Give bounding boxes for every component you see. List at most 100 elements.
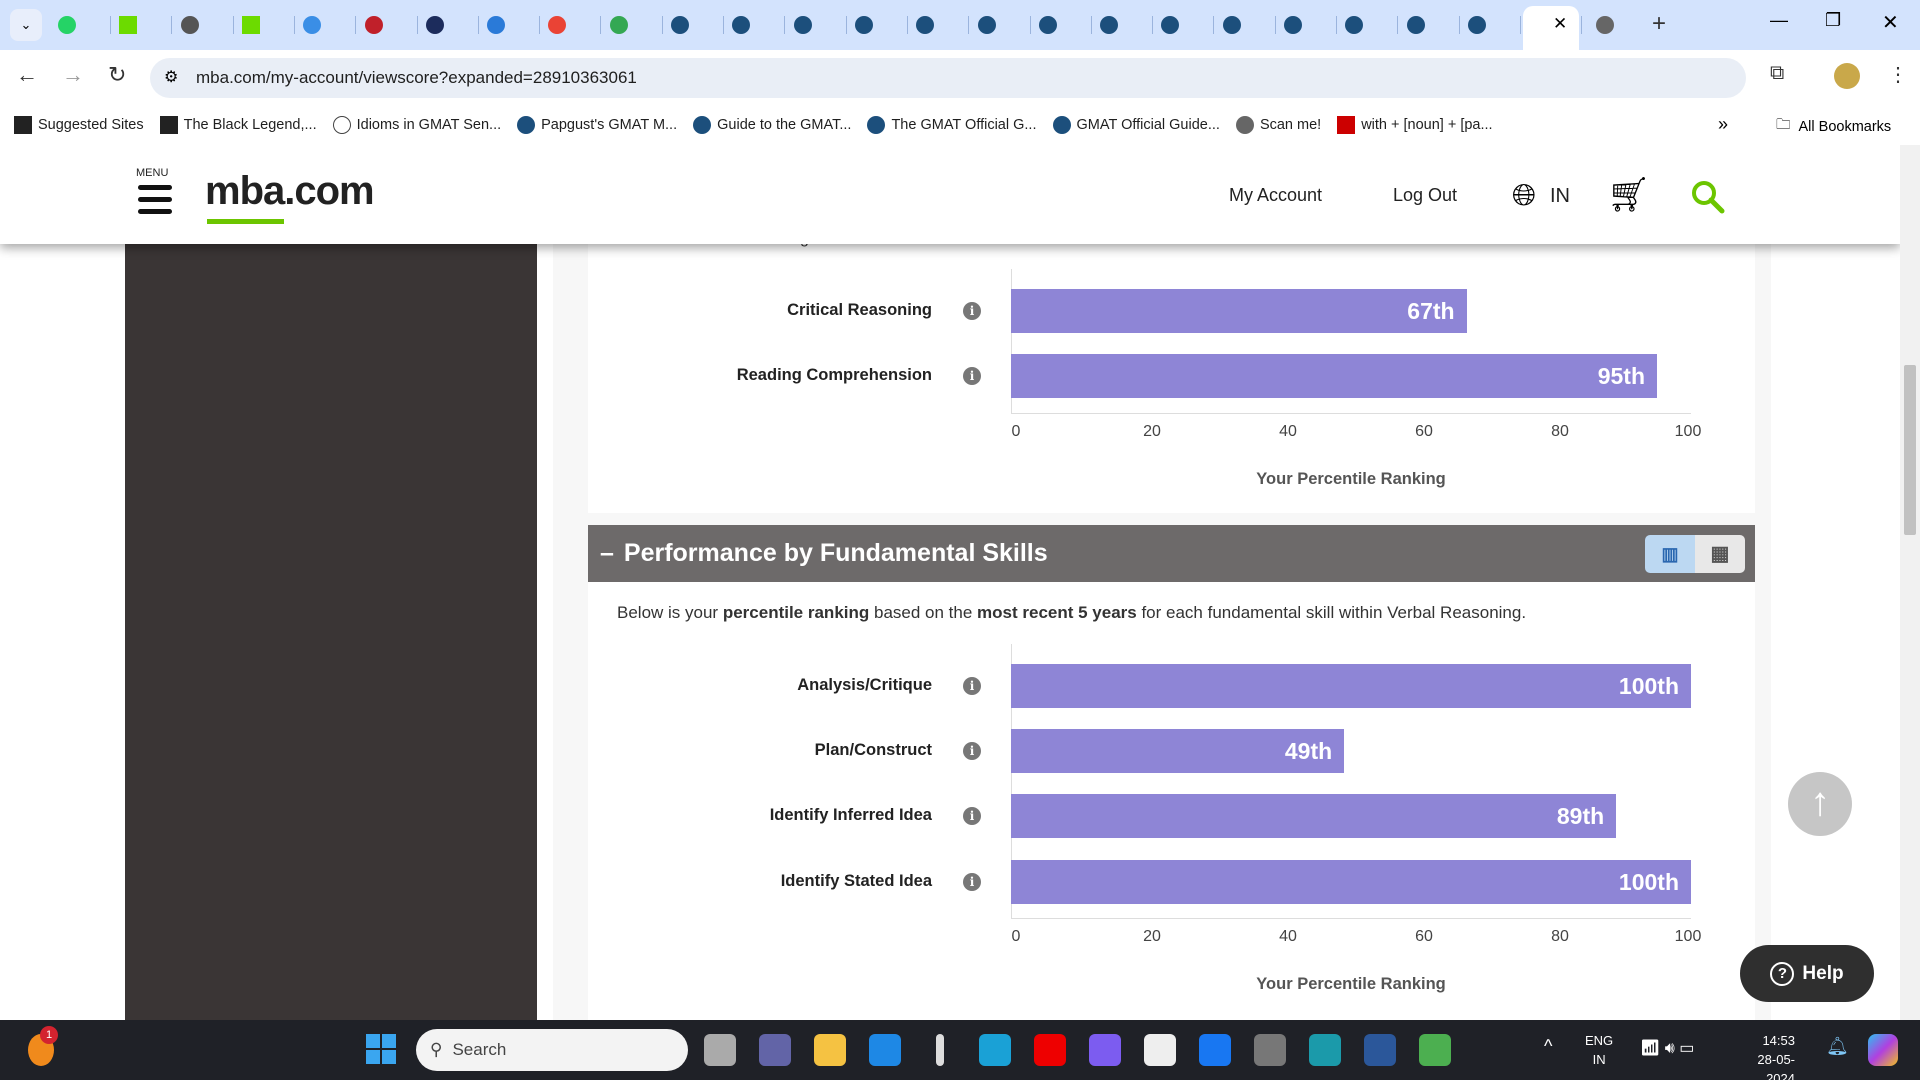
language-indicator[interactable]: ENG IN	[1585, 1033, 1614, 1067]
mail-taskbar-icon[interactable]	[869, 1034, 901, 1066]
word-taskbar-icon[interactable]	[1364, 1034, 1396, 1066]
app-taskbar-icon[interactable]	[936, 1034, 944, 1066]
mba-logo[interactable]: mba.com	[205, 169, 375, 224]
facebook-taskbar-icon[interactable]	[1199, 1034, 1231, 1066]
browser-tab[interactable]	[119, 12, 138, 38]
browser-tab[interactable]	[671, 12, 689, 38]
percentile-bar[interactable]: 89th	[1011, 794, 1617, 838]
reload-button[interactable]: ↻	[108, 62, 127, 87]
info-icon[interactable]: i	[963, 873, 981, 891]
copilot-icon[interactable]	[1868, 1034, 1898, 1066]
browser-tab[interactable]	[1038, 12, 1057, 38]
browser-tab[interactable]	[364, 12, 383, 38]
percentile-bar[interactable]: 49th	[1011, 729, 1345, 773]
scrollbar-thumb[interactable]	[1904, 365, 1916, 535]
browser-tab[interactable]	[180, 12, 199, 38]
browser-tab[interactable]	[241, 12, 260, 38]
bookmark-item[interactable]: with + [noun] + [pa...	[1337, 116, 1493, 134]
start-button[interactable]	[366, 1034, 396, 1064]
browser-tab[interactable]	[793, 12, 812, 38]
browser-tab[interactable]	[58, 12, 76, 38]
chrome-taskbar-icon[interactable]	[1419, 1034, 1451, 1066]
browser-tab[interactable]	[1467, 12, 1486, 38]
region-selector[interactable]: IN	[1550, 185, 1570, 207]
browser-tab[interactable]	[487, 12, 506, 38]
table-view-button[interactable]: ▦	[1695, 535, 1745, 573]
hamburger-menu-icon[interactable]	[138, 185, 172, 214]
bookmarks-overflow[interactable]: »	[1718, 114, 1729, 134]
scrollbar[interactable]	[1900, 145, 1920, 1020]
cart-icon[interactable]: 🛒︎	[1607, 176, 1651, 214]
scroll-to-top-button[interactable]: ↑	[1788, 772, 1852, 836]
browser-tab[interactable]	[1100, 12, 1119, 38]
percentile-bar[interactable]: 67th	[1011, 289, 1467, 333]
browser-tab[interactable]	[1222, 12, 1241, 38]
browser-tab[interactable]	[1406, 12, 1425, 38]
url-text[interactable]: mba.com/my-account/viewscore?expanded=28…	[196, 68, 637, 87]
percentile-bar[interactable]: 100th	[1011, 664, 1691, 708]
restore-button[interactable]: ❐	[1825, 10, 1842, 30]
my-account-link[interactable]: My Account	[1229, 185, 1323, 205]
youtube-taskbar-icon[interactable]	[1034, 1034, 1066, 1066]
info-icon[interactable]: i	[963, 302, 981, 320]
bookmark-item[interactable]: Papgust's GMAT M...	[517, 116, 677, 134]
file-explorer-stack-taskbar-icon[interactable]	[704, 1034, 736, 1066]
all-bookmarks[interactable]: 🗀 All Bookmarks	[1776, 114, 1891, 139]
app2-taskbar-icon[interactable]	[1089, 1034, 1121, 1066]
percentile-bar[interactable]: 95th	[1011, 354, 1657, 398]
browser-tab[interactable]	[303, 12, 322, 38]
address-bar[interactable]: ⚙ mba.com/my-account/viewscore?expanded=…	[150, 58, 1746, 98]
browser-tab[interactable]	[548, 12, 567, 38]
browser-tab[interactable]	[425, 12, 444, 38]
browser-tab[interactable]	[1596, 12, 1614, 38]
bookmark-item[interactable]: Scan me!	[1235, 116, 1321, 134]
site-info-icon[interactable]: ⚙	[164, 69, 179, 86]
collapse-icon[interactable]: –	[600, 539, 614, 567]
section-header[interactable]: – Performance by Fundamental Skills ▥ ▦	[588, 525, 1755, 582]
tab-search-button[interactable]: ⌄	[10, 9, 42, 41]
info-icon[interactable]: i	[963, 807, 981, 825]
store-taskbar-icon[interactable]	[1144, 1034, 1176, 1066]
browser-tab[interactable]	[1284, 12, 1302, 38]
bookmark-item[interactable]: The GMAT Official G...	[867, 116, 1037, 134]
close-tab-icon[interactable]: ✕	[1553, 14, 1568, 33]
browser-tab[interactable]	[1161, 12, 1180, 38]
browser-tab[interactable]	[854, 12, 873, 38]
close-window-button[interactable]: ✕	[1882, 12, 1899, 34]
browser-tab[interactable]	[732, 12, 751, 38]
percentile-bar[interactable]: 100th	[1011, 860, 1691, 904]
file-explorer-taskbar-icon[interactable]	[814, 1034, 846, 1066]
bookmark-item[interactable]: GMAT Official Guide...	[1052, 116, 1220, 134]
clock[interactable]: 14:53 28-05-2024	[1757, 1033, 1795, 1086]
edge-taskbar-icon[interactable]	[979, 1034, 1011, 1066]
log-out-link[interactable]: Log Out	[1393, 185, 1458, 205]
browser-tab[interactable]	[977, 12, 996, 38]
new-tab-button[interactable]: +	[1652, 10, 1667, 37]
extensions-icon[interactable]: ⧉	[1770, 62, 1785, 84]
back-button[interactable]: ←	[16, 62, 38, 87]
help-button[interactable]: ? Help	[1740, 945, 1874, 1002]
search-icon[interactable]	[1690, 179, 1726, 215]
browser-tab[interactable]	[1345, 12, 1364, 38]
menu-kebab-icon[interactable]: ⋮	[1888, 64, 1908, 86]
info-icon[interactable]: i	[963, 367, 981, 385]
bookmark-item[interactable]: Idioms in GMAT Sen...	[332, 116, 501, 134]
browser-tab[interactable]	[609, 12, 628, 38]
forward-button[interactable]: →	[62, 62, 84, 87]
browser-tab[interactable]	[916, 12, 935, 38]
bookmark-item[interactable]: Guide to the GMAT...	[693, 116, 851, 134]
bookmark-item[interactable]: The Black Legend,...	[159, 116, 317, 134]
globe-icon[interactable]: 🌐︎	[1512, 179, 1536, 212]
minimize-button[interactable]: —	[1770, 10, 1788, 30]
profile-avatar[interactable]	[1834, 63, 1860, 89]
taskbar-search[interactable]: ⚲ Search	[416, 1029, 688, 1071]
info-icon[interactable]: i	[963, 742, 981, 760]
notification-bell-icon[interactable]: 🔔︎	[1826, 1036, 1849, 1056]
app3-taskbar-icon[interactable]	[1309, 1034, 1341, 1066]
wifi-volume-battery-icons[interactable]: 📶︎ 🔊︎ ▭	[1640, 1040, 1695, 1057]
settings-taskbar-icon[interactable]	[1254, 1034, 1286, 1066]
show-hidden-icons[interactable]: ^	[1544, 1036, 1553, 1056]
info-icon[interactable]: i	[963, 677, 981, 695]
bar-chart-view-button[interactable]: ▥	[1645, 535, 1695, 573]
teams-taskbar-icon[interactable]	[759, 1034, 791, 1066]
